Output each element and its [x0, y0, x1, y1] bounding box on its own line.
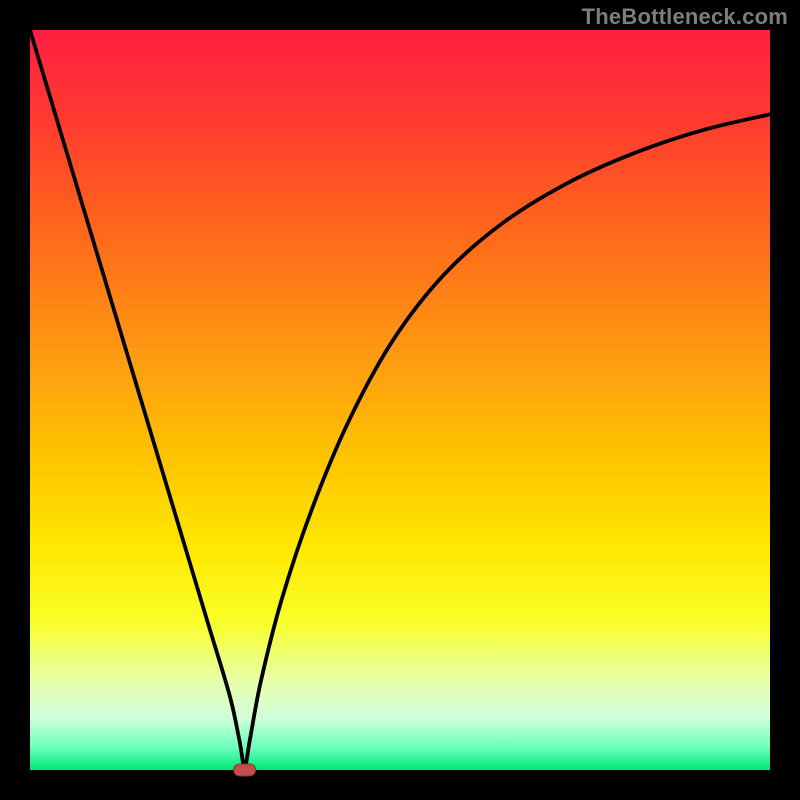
minimum-marker — [234, 764, 256, 776]
chart-svg — [0, 0, 800, 800]
chart-stage: TheBottleneck.com — [0, 0, 800, 800]
watermark-text: TheBottleneck.com — [582, 4, 788, 30]
